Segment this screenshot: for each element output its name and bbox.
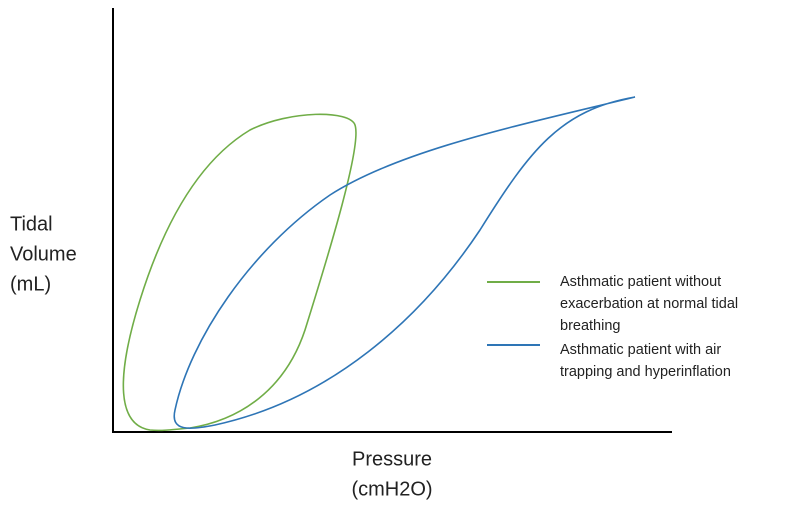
legend-label: trapping and hyperinflation xyxy=(560,364,731,380)
legend-label: exacerbation at normal tidal xyxy=(560,296,738,312)
y-axis-label: (mL) xyxy=(10,273,51,295)
y-axis-label: Volume xyxy=(10,243,77,265)
legend-label: breathing xyxy=(560,318,620,334)
legend-label: Asthmatic patient with air xyxy=(560,342,721,358)
green-loop xyxy=(122,113,357,432)
x-axis-label: Pressure xyxy=(352,448,432,470)
labels: Tidal Volume (mL) Pressure (cmH2O) Asthmatic … xyxy=(10,213,738,500)
x-axis-label: (cmH2O) xyxy=(351,478,432,500)
blue-loop xyxy=(173,96,636,430)
y-axis-label: Tidal xyxy=(10,213,53,235)
legend-label: Asthmatic patient without xyxy=(560,274,721,290)
